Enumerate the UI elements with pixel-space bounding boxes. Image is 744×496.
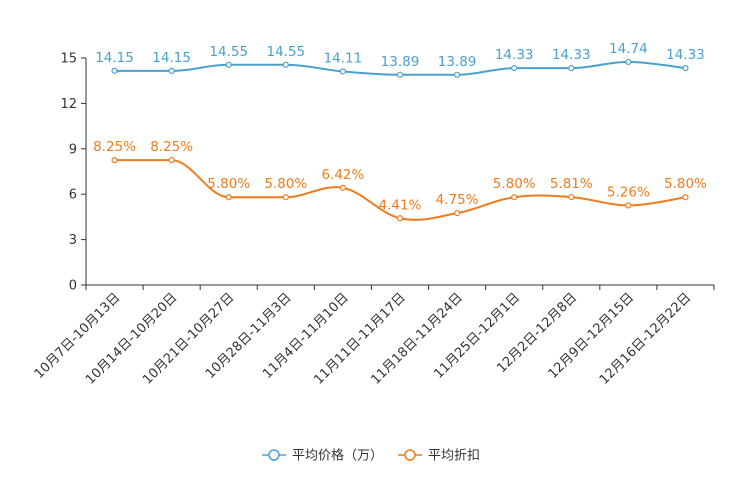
- x-axis-ticks: 10月7日-10月13日10月14日-10月20日10月21日-10月27日10…: [32, 285, 715, 388]
- data-label: 5.80%: [493, 176, 536, 192]
- data-label: 13.89: [381, 54, 420, 70]
- data-label: 14.55: [209, 44, 248, 60]
- legend-item-avg-discount[interactable]: 平均折扣: [398, 449, 480, 464]
- data-point[interactable]: [168, 67, 175, 74]
- series: 14.15 14.15 14.55 14.55 14.11 13.89 13.89 14.33…: [93, 41, 707, 222]
- data-label: 14.15: [95, 50, 134, 66]
- legend-label: 平均折扣: [428, 449, 480, 464]
- data-label: 14.55: [266, 44, 305, 60]
- data-label: 14.33: [666, 47, 705, 63]
- data-label: 14.33: [552, 47, 591, 63]
- data-point[interactable]: [682, 65, 689, 72]
- y-tick-label: 0: [69, 279, 77, 294]
- legend[interactable]: 平均价格（万） 平均折扣: [262, 448, 480, 464]
- data-point[interactable]: [511, 65, 518, 72]
- data-point[interactable]: [568, 193, 575, 201]
- series-avg-price: 14.15 14.15 14.55 14.55 14.11 13.89 13.89 14.33…: [95, 41, 705, 78]
- legend-item-avg-price[interactable]: 平均价格（万）: [262, 448, 383, 464]
- legend-marker-icon: [268, 449, 280, 461]
- data-point[interactable]: [339, 68, 347, 75]
- data-label: 8.25%: [93, 139, 136, 155]
- data-label: 14.11: [324, 50, 363, 66]
- data-point[interactable]: [111, 157, 118, 164]
- data-label: 5.80%: [664, 176, 707, 192]
- data-point[interactable]: [625, 202, 632, 209]
- axes: [85, 58, 714, 286]
- y-tick-label: 12: [60, 97, 77, 112]
- legend-label: 平均价格（万）: [292, 448, 383, 464]
- data-point[interactable]: [282, 61, 289, 68]
- data-label: 13.89: [438, 54, 477, 70]
- data-point[interactable]: [225, 194, 232, 201]
- y-tick-label: 6: [69, 188, 77, 203]
- data-label: 5.80%: [207, 176, 250, 192]
- data-label: 4.75%: [436, 192, 479, 208]
- data-label: 5.26%: [607, 184, 650, 200]
- data-point[interactable]: [339, 184, 347, 191]
- data-point[interactable]: [111, 67, 118, 74]
- data-point[interactable]: [282, 194, 289, 201]
- data-label: 4.41%: [379, 197, 422, 213]
- data-point[interactable]: [168, 157, 175, 164]
- data-point[interactable]: [568, 65, 575, 72]
- y-axis-ticks: 0 3 6 9 12 15: [60, 52, 86, 294]
- data-point[interactable]: [511, 194, 518, 201]
- data-point[interactable]: [682, 194, 689, 201]
- y-tick-label: 9: [69, 142, 77, 157]
- data-point[interactable]: [625, 58, 632, 66]
- data-label: 14.33: [495, 47, 534, 63]
- y-tick-label: 3: [69, 233, 77, 248]
- y-tick-label: 15: [60, 52, 77, 67]
- data-point[interactable]: [453, 71, 461, 78]
- data-point[interactable]: [396, 215, 404, 222]
- data-label: 14.74: [609, 41, 648, 57]
- data-label: 6.42%: [321, 167, 364, 183]
- data-label: 14.15: [152, 50, 191, 66]
- data-label: 5.81%: [550, 176, 593, 192]
- legend-marker-icon: [404, 449, 416, 461]
- data-point[interactable]: [225, 61, 232, 68]
- series-avg-discount: 8.25% 8.25% 5.80% 5.80% 6.42% 4.41% 4.75% 5.80%…: [93, 139, 707, 222]
- data-label: 5.80%: [264, 176, 307, 192]
- data-point[interactable]: [396, 71, 404, 78]
- data-point[interactable]: [453, 210, 461, 217]
- data-label: 8.25%: [150, 139, 193, 155]
- series-line: [114, 159, 686, 221]
